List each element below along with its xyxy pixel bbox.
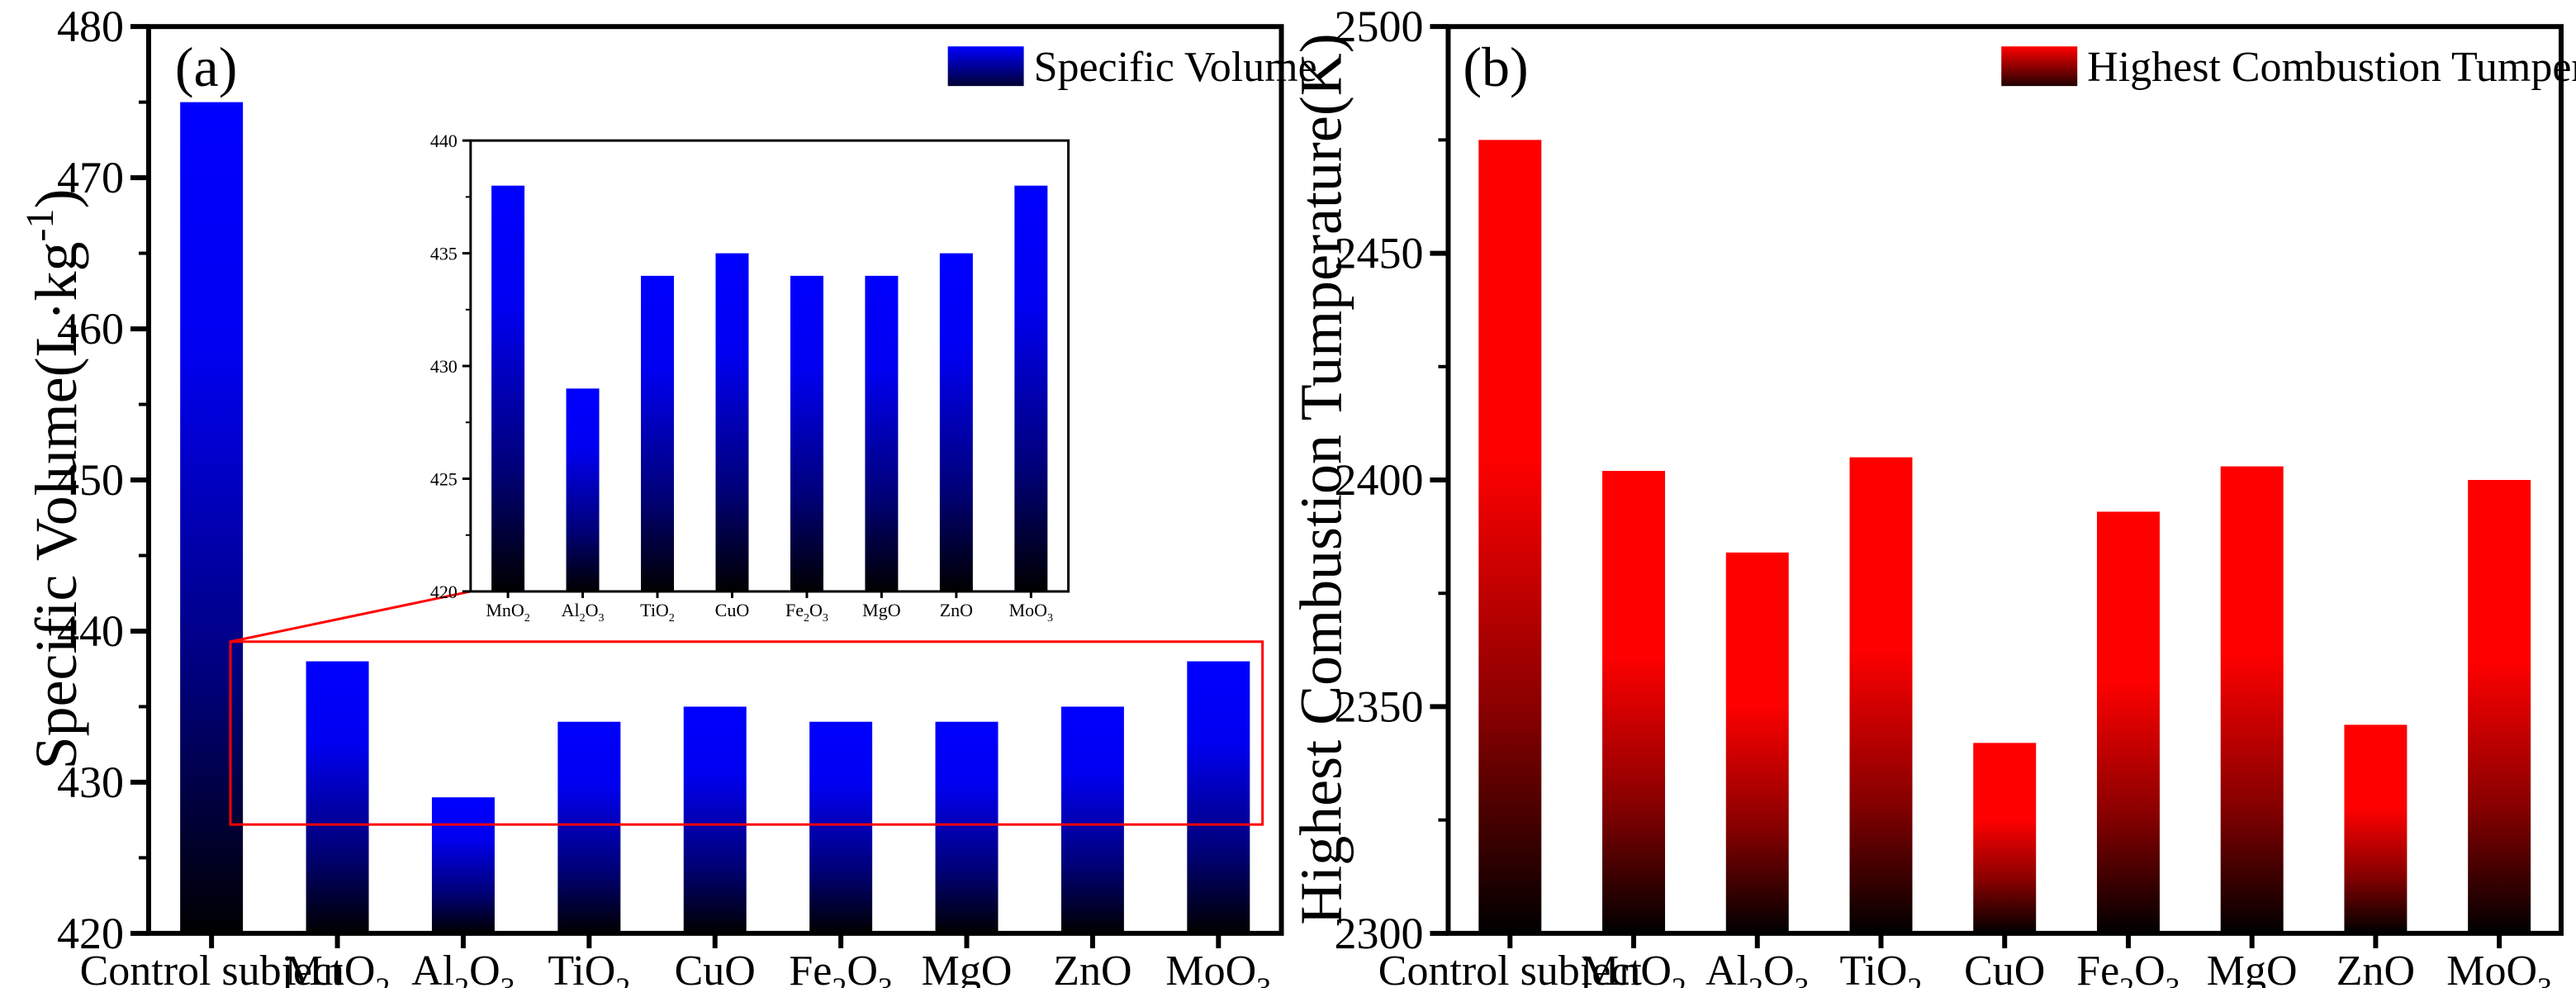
panel-b-legend: Highest Combustion Tumperature — [2001, 44, 2576, 91]
b-x-tick-label: CuO — [1964, 948, 2045, 988]
b-bar — [1725, 552, 1789, 933]
inset-x-tick-label: MnO2 — [486, 600, 529, 625]
a-y-tick-label: 430 — [57, 758, 124, 807]
b-y-tick-label: 2300 — [1335, 909, 1424, 958]
b-y-tick-label: 2450 — [1335, 229, 1424, 278]
b-y-tick-label: 2400 — [1335, 455, 1424, 505]
b-x-tick-label: MgO — [2207, 948, 2298, 988]
a-bar — [1060, 706, 1124, 933]
a-bar — [180, 102, 244, 933]
b-y-tick-label: 2500 — [1335, 2, 1424, 51]
panel-a-zoom-region — [229, 640, 1264, 826]
b-x-tick-label: TiO2 — [1840, 948, 1923, 988]
b-bar — [2468, 480, 2531, 933]
b-x-tick-label: Control subject — [1378, 948, 1643, 988]
panel-b-label: (b) — [1463, 36, 1528, 98]
a-x-tick-label: ZnO — [1053, 948, 1131, 988]
inset-bars — [491, 185, 1048, 591]
inset-bar — [865, 275, 899, 591]
b-bar — [1849, 457, 1913, 933]
a-x-tick-label: Fe2O3 — [789, 948, 892, 988]
b-bar — [1478, 140, 1542, 933]
a-y-tick-label: 420 — [57, 909, 124, 958]
panel-b-bars — [1478, 140, 2531, 933]
panel-a-legend-label: Specific Volume — [1034, 44, 1317, 91]
a-y-tick-label: 450 — [57, 455, 124, 505]
panel-b-y-ticks: 2300 2350 2400 2450 2500 — [1335, 2, 1449, 958]
panel-a-legend: Specific Volume — [947, 44, 1317, 91]
a-y-tick-label: 480 — [57, 2, 124, 51]
inset-bar — [1014, 185, 1048, 591]
b-x-tick-label: MoO3 — [2446, 948, 2552, 988]
inset-bar — [715, 253, 749, 591]
b-bar — [2096, 511, 2160, 933]
inset-y-tick-label: 425 — [430, 469, 458, 490]
inset-bar — [790, 275, 823, 591]
panel-a-zoom-connector — [230, 590, 472, 644]
panel-b-frame — [1445, 24, 2564, 936]
inset-x-tick-label: TiO2 — [640, 600, 675, 625]
inset-x-tick-label: ZnO — [940, 600, 973, 620]
panel-b-legend-label: Highest Combustion Tumperature — [2087, 44, 2576, 91]
panel-a-label: (a) — [175, 36, 237, 98]
a-bar — [431, 797, 495, 933]
panel-b-y-axis-label: Highest Combustion Tumperature(K) — [1288, 33, 1354, 924]
a-x-tick-label: MoO3 — [1165, 948, 1271, 988]
b-x-tick-label: Al2O3 — [1705, 948, 1809, 988]
b-y-tick-label: 2350 — [1335, 682, 1424, 731]
panel-b-combustion-temperature: 2300 2350 2400 2450 2500 Control subjectMnO2… — [1288, 2, 2576, 988]
inset-y-tick-label: 440 — [430, 131, 458, 151]
inset-frame — [469, 139, 1070, 593]
a-x-tick-label: MgO — [922, 948, 1013, 988]
inset-y-tick-label: 435 — [430, 244, 458, 264]
inset-x-tick-label: CuO — [715, 600, 750, 620]
b-x-tick-label: ZnO — [2336, 948, 2415, 988]
a-bar — [557, 721, 621, 933]
b-bar — [2344, 724, 2408, 933]
inset-x-tick-label: MoO3 — [1009, 600, 1053, 625]
a-x-tick-label: Control subject — [80, 948, 344, 988]
inset-bar — [939, 253, 973, 591]
a-x-tick-label: Al2O3 — [411, 948, 515, 988]
panel-a-frame — [145, 24, 1284, 936]
a-y-tick-label: 460 — [57, 304, 124, 354]
b-x-tick-label: MnO2 — [1581, 948, 1686, 988]
panel-a-legend-swatch — [947, 46, 1024, 87]
panel-a-inset: 420 425 430 435 440 MnO2 Al2O3 TiO2 CuO Fe2O3 MgO… — [430, 131, 1070, 625]
b-x-tick-label: Fe2O3 — [2076, 948, 2180, 988]
inset-bar — [566, 388, 600, 591]
panel-a-y-ticks: 420 430 440 450 460 470 480 — [57, 2, 149, 958]
a-x-tick-label: MnO2 — [285, 948, 391, 988]
inset-x-tick-label: Al2O3 — [562, 600, 605, 625]
inset-x-tick-label: MgO — [862, 600, 900, 620]
a-bar — [809, 721, 873, 933]
inset-bar — [641, 275, 674, 591]
a-bar — [683, 706, 747, 933]
a-y-tick-label: 440 — [57, 606, 124, 656]
inset-x-ticks: MnO2 Al2O3 TiO2 CuO Fe2O3 MgO ZnO MoO3 — [486, 591, 1053, 625]
inset-x-tick-label: Fe2O3 — [785, 600, 828, 625]
panel-a-bars — [180, 102, 1250, 933]
b-bar — [1973, 743, 2037, 933]
a-bar — [1187, 661, 1250, 933]
a-bar — [306, 661, 369, 933]
a-x-tick-label: CuO — [675, 948, 756, 988]
inset-bar — [491, 185, 525, 591]
inset-y-ticks: 420 425 430 435 440 — [430, 131, 471, 602]
inset-y-tick-label: 430 — [430, 356, 458, 377]
panel-b-legend-swatch — [2001, 46, 2078, 87]
a-x-tick-label: TiO2 — [548, 948, 630, 988]
a-bar — [935, 721, 999, 933]
inset-y-tick-label: 420 — [430, 582, 458, 602]
a-y-tick-label: 470 — [57, 153, 124, 202]
b-bar — [1602, 471, 1666, 933]
b-bar — [2220, 466, 2284, 933]
panel-a-y-axis-label: Specific Volume(L·kg-1) — [18, 189, 89, 770]
